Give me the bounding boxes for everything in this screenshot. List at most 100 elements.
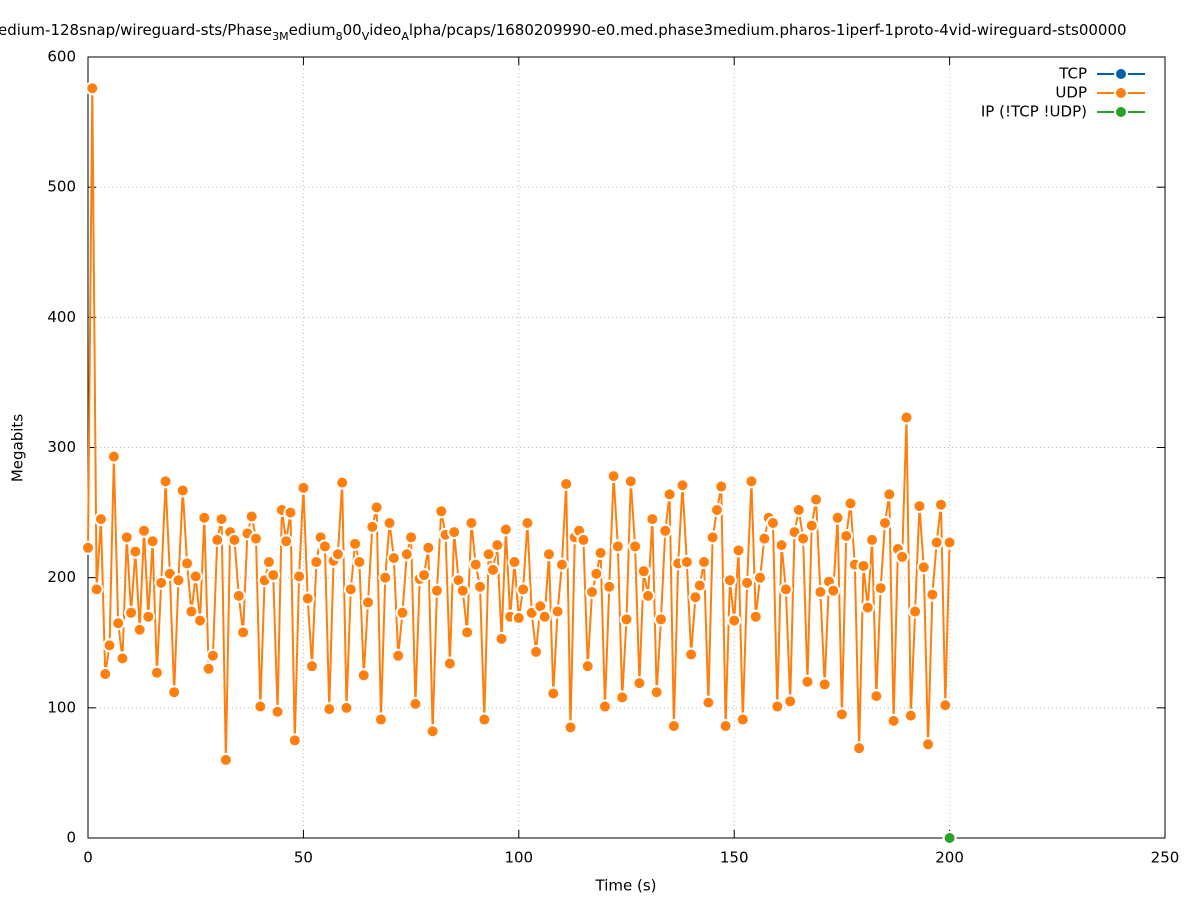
data-point (688, 590, 703, 605)
y-tick-label: 0 (66, 829, 76, 847)
x-axis-label: Time (s) (595, 877, 657, 895)
x-tick-label: 150 (720, 849, 749, 867)
legend-marker (1114, 86, 1128, 100)
data-point (942, 831, 957, 845)
data-point (102, 638, 117, 653)
data-point (335, 475, 350, 490)
data-point (244, 509, 259, 524)
data-point (128, 544, 143, 559)
data-point (516, 582, 531, 597)
data-point (709, 502, 724, 517)
data-point (873, 581, 888, 596)
title-segment: 8 (336, 30, 343, 43)
data-point (877, 515, 892, 530)
data-point (610, 539, 625, 554)
data-point (645, 512, 660, 527)
data-point (119, 530, 134, 545)
legend-label: TCP (1058, 65, 1087, 83)
data-point (714, 479, 729, 494)
data-point (111, 616, 126, 631)
data-point (296, 480, 311, 495)
data-point (852, 741, 867, 756)
data-point (916, 560, 931, 575)
data-point (141, 609, 156, 624)
data-point (498, 522, 513, 537)
data-point (421, 540, 436, 555)
data-point (167, 685, 182, 700)
data-point (300, 591, 315, 606)
chart-title: edium-128snap/wireguard-sts/Phase3Medium… (0, 21, 1127, 43)
data-point (266, 568, 281, 583)
data-point (550, 604, 565, 619)
data-point (834, 707, 849, 722)
data-point (373, 712, 388, 727)
data-point (843, 496, 858, 511)
data-point (796, 531, 811, 546)
y-tick-label: 300 (47, 438, 76, 456)
data-point (115, 651, 130, 666)
title-segment: A (401, 30, 409, 43)
data-point (869, 689, 884, 704)
data-point (559, 476, 574, 491)
data-point (658, 523, 673, 538)
data-point (511, 611, 526, 626)
data-point (731, 543, 746, 558)
data-point (356, 668, 371, 683)
data-point (576, 532, 591, 547)
data-point (287, 733, 302, 748)
x-tick-label: 50 (294, 849, 313, 867)
data-point (132, 622, 147, 637)
data-point (641, 588, 656, 603)
data-point (938, 698, 953, 713)
data-point (580, 659, 595, 674)
data-point (615, 690, 630, 705)
data-point (322, 702, 337, 717)
data-point (149, 665, 164, 680)
data-point (279, 534, 294, 549)
y-tick-label: 500 (47, 178, 76, 196)
data-point (662, 487, 677, 502)
data-point (236, 625, 251, 640)
data-point (783, 694, 798, 709)
data-point (860, 600, 875, 615)
data-point (942, 535, 957, 550)
data-point (81, 540, 95, 555)
data-point (193, 613, 208, 628)
data-point (675, 478, 690, 493)
data-point (481, 547, 496, 562)
data-point (378, 570, 393, 585)
data-point (541, 547, 556, 562)
data-point (137, 523, 152, 538)
data-point (365, 519, 380, 534)
data-point (653, 612, 668, 627)
data-point (442, 656, 457, 671)
data-point (856, 558, 871, 573)
data-point (386, 551, 401, 566)
legend-label: UDP (1055, 84, 1087, 102)
data-point (537, 609, 552, 624)
data-point (865, 532, 880, 547)
data-point (473, 579, 488, 594)
data-point (231, 588, 246, 603)
data-point (361, 595, 376, 610)
data-point (585, 584, 600, 599)
data-point (201, 661, 216, 676)
data-point (253, 699, 268, 714)
data-point (684, 647, 699, 662)
y-tick-label: 200 (47, 568, 76, 586)
title-segment: V (362, 30, 370, 43)
x-tick-label: 200 (935, 849, 964, 867)
data-point (895, 549, 910, 564)
data-point (753, 570, 768, 585)
data-point (292, 569, 307, 584)
data-point (468, 557, 483, 572)
data-point (554, 557, 569, 572)
data-point (791, 502, 806, 517)
data-point (317, 539, 332, 554)
data-point (382, 515, 397, 530)
data-point (270, 704, 285, 719)
data-point (158, 474, 173, 489)
data-point (455, 583, 470, 598)
data-point (89, 582, 104, 597)
data-point (813, 584, 828, 599)
